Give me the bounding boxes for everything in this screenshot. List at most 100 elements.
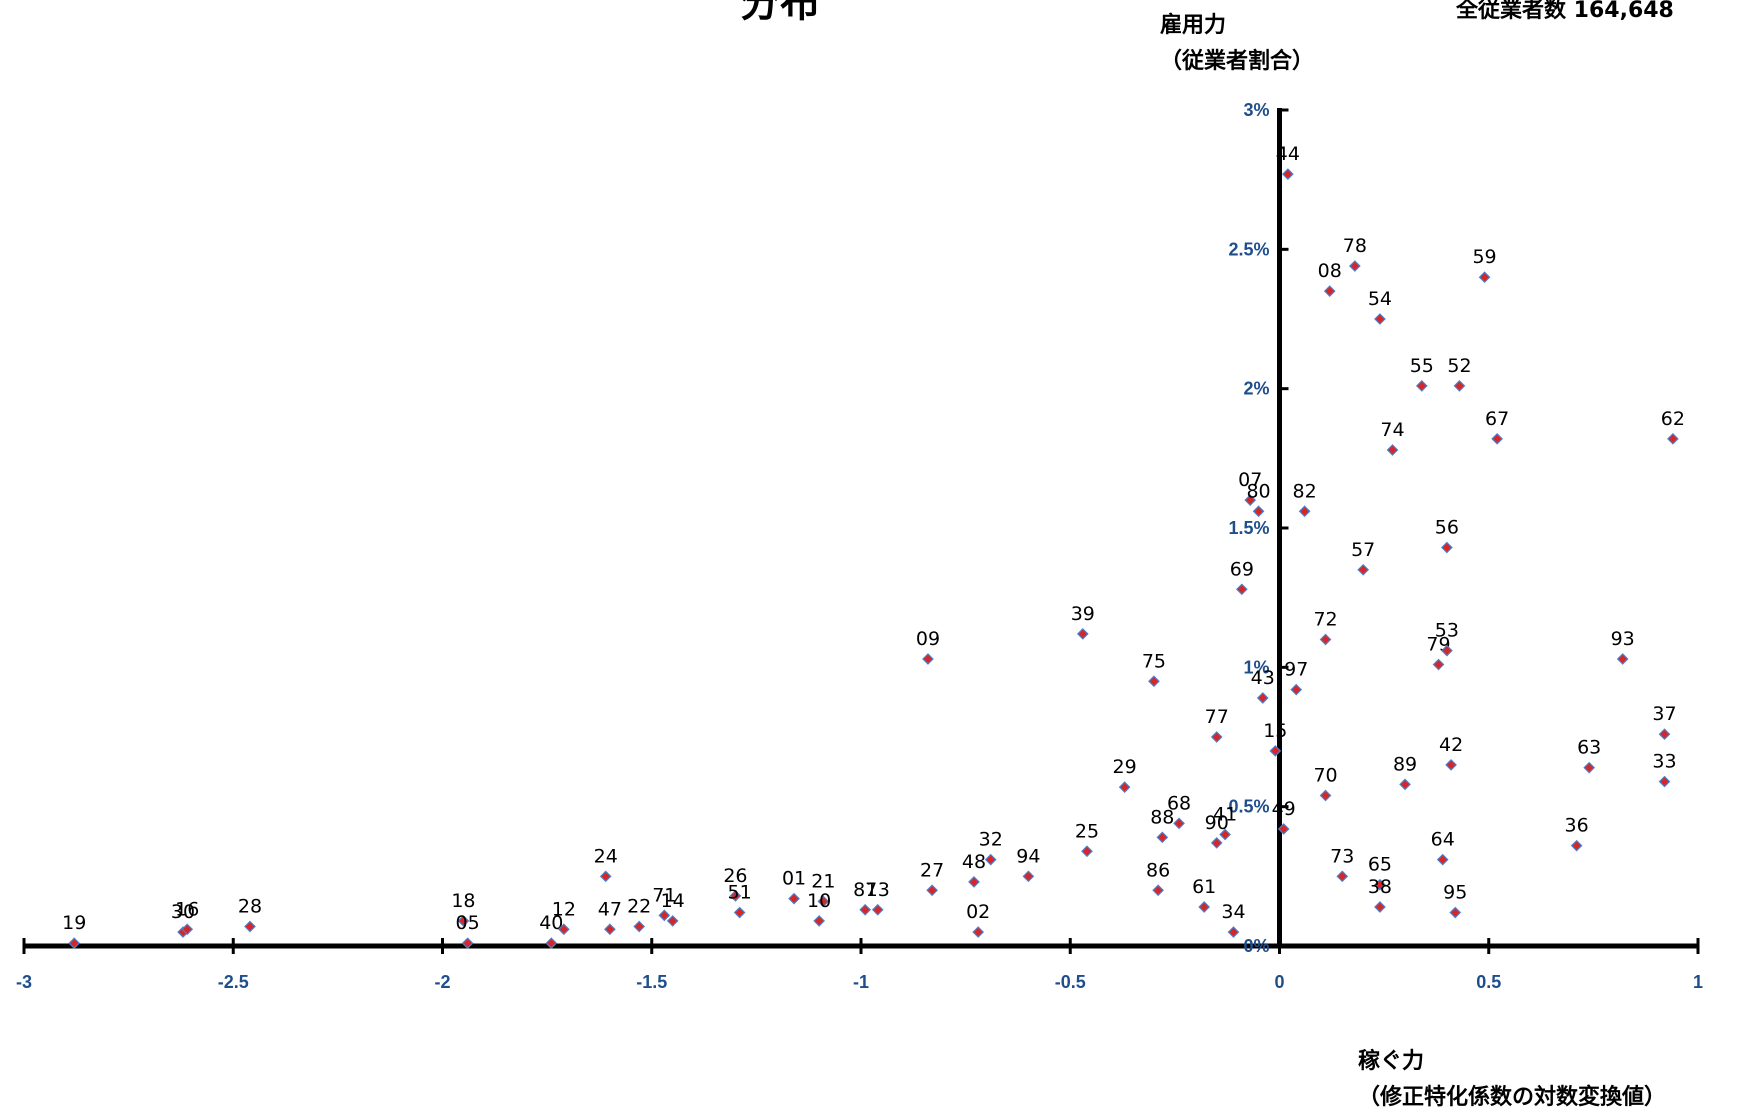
data-label-07: 07 bbox=[1238, 469, 1262, 491]
data-point-53 bbox=[1441, 644, 1453, 657]
data-point-70 bbox=[1319, 789, 1332, 802]
data-point-36 bbox=[1570, 839, 1583, 852]
data-point-44 bbox=[1282, 168, 1294, 180]
data-point-62 bbox=[1667, 432, 1679, 445]
data-label-30: 30 bbox=[171, 901, 195, 923]
data-label-64: 64 bbox=[1431, 829, 1455, 851]
data-point-74 bbox=[1386, 444, 1399, 456]
data-label-38: 38 bbox=[1368, 876, 1392, 898]
y-tick-label: 2.5% bbox=[1228, 239, 1269, 259]
data-point-05 bbox=[461, 937, 474, 950]
data-label-65: 65 bbox=[1368, 854, 1392, 876]
data-label-59: 59 bbox=[1472, 246, 1496, 268]
y-axis-label-line1: 雇用力 bbox=[1160, 13, 1227, 38]
data-point-07 bbox=[1244, 494, 1257, 506]
data-label-68: 68 bbox=[1167, 792, 1191, 814]
data-point-39 bbox=[1076, 628, 1089, 640]
data-label-56: 56 bbox=[1435, 517, 1459, 539]
data-point-72 bbox=[1319, 633, 1332, 646]
data-point-12 bbox=[558, 923, 570, 936]
data-point-71 bbox=[658, 909, 671, 922]
data-label-33: 33 bbox=[1652, 751, 1676, 773]
data-label-22: 22 bbox=[627, 895, 651, 917]
data-label-13: 13 bbox=[866, 879, 890, 901]
data-label-12: 12 bbox=[552, 898, 576, 920]
data-label-97: 97 bbox=[1284, 659, 1308, 681]
data-point-27 bbox=[926, 884, 938, 897]
data-label-82: 82 bbox=[1293, 480, 1317, 502]
data-point-22 bbox=[633, 920, 646, 933]
data-label-86: 86 bbox=[1146, 859, 1170, 881]
data-label-70: 70 bbox=[1313, 765, 1337, 787]
x-axis-label-line2: （修正特化係数の対数変換値） bbox=[1358, 1085, 1667, 1110]
data-label-25: 25 bbox=[1075, 820, 1099, 842]
data-point-67 bbox=[1491, 432, 1503, 445]
data-point-68 bbox=[1173, 817, 1185, 830]
data-point-16 bbox=[181, 923, 194, 936]
data-label-43: 43 bbox=[1251, 667, 1275, 689]
data-point-52 bbox=[1453, 380, 1466, 392]
data-label-21: 21 bbox=[811, 870, 835, 892]
y-tick-label: 3% bbox=[1243, 100, 1269, 120]
data-label-16: 16 bbox=[175, 898, 199, 920]
data-point-48 bbox=[968, 876, 980, 888]
data-point-37 bbox=[1658, 728, 1671, 741]
data-label-54: 54 bbox=[1368, 288, 1392, 310]
data-label-71: 71 bbox=[652, 884, 676, 906]
data-point-09 bbox=[922, 653, 934, 665]
data-point-78 bbox=[1348, 260, 1361, 272]
data-label-89: 89 bbox=[1393, 753, 1417, 775]
x-tick-label: -0.5 bbox=[1055, 972, 1086, 992]
data-label-52: 52 bbox=[1447, 355, 1471, 377]
x-axis-label-line1: 稼ぐ力 bbox=[1358, 1049, 1425, 1074]
data-point-41 bbox=[1219, 828, 1231, 841]
data-label-94: 94 bbox=[1016, 845, 1040, 867]
data-label-62: 62 bbox=[1661, 408, 1685, 430]
x-tick-label: -1.5 bbox=[636, 972, 667, 992]
data-point-40 bbox=[545, 937, 558, 950]
data-label-93: 93 bbox=[1611, 628, 1635, 650]
data-label-24: 24 bbox=[594, 845, 618, 867]
data-point-24 bbox=[599, 870, 612, 883]
data-label-01: 01 bbox=[782, 868, 806, 890]
data-label-41: 41 bbox=[1213, 804, 1237, 826]
data-point-75 bbox=[1148, 675, 1160, 688]
data-point-55 bbox=[1415, 380, 1428, 392]
data-point-32 bbox=[984, 853, 997, 866]
data-label-42: 42 bbox=[1439, 734, 1463, 756]
data-label-57: 57 bbox=[1351, 539, 1375, 561]
y-tick-label: 1% bbox=[1243, 657, 1269, 677]
data-point-65 bbox=[1374, 878, 1386, 891]
data-point-90 bbox=[1210, 837, 1223, 849]
data-point-15 bbox=[1269, 745, 1282, 757]
y-tick-label: 1.5% bbox=[1228, 518, 1269, 538]
data-label-51: 51 bbox=[728, 882, 752, 904]
data-label-69: 69 bbox=[1230, 558, 1254, 580]
data-point-97 bbox=[1290, 683, 1303, 696]
data-point-87 bbox=[859, 903, 872, 916]
data-label-48: 48 bbox=[962, 851, 986, 873]
x-tick-label: -2.5 bbox=[218, 972, 249, 992]
data-point-73 bbox=[1336, 870, 1349, 883]
data-point-14 bbox=[666, 915, 679, 927]
data-label-73: 73 bbox=[1330, 845, 1354, 867]
data-label-53: 53 bbox=[1435, 620, 1459, 642]
x-tick-label: -3 bbox=[16, 972, 32, 992]
data-point-77 bbox=[1210, 731, 1223, 743]
x-tick-label: -1 bbox=[853, 972, 869, 992]
data-point-38 bbox=[1374, 901, 1386, 913]
data-point-43 bbox=[1256, 692, 1269, 704]
x-tick-label: 1 bbox=[1693, 972, 1703, 992]
data-point-69 bbox=[1235, 583, 1248, 596]
data-label-87: 87 bbox=[853, 879, 877, 901]
data-point-29 bbox=[1118, 781, 1131, 794]
data-point-10 bbox=[813, 915, 825, 927]
y-tick-label: 2% bbox=[1243, 379, 1269, 399]
data-point-18 bbox=[457, 915, 470, 927]
data-label-67: 67 bbox=[1485, 408, 1509, 430]
data-label-80: 80 bbox=[1246, 480, 1270, 502]
data-label-78: 78 bbox=[1343, 235, 1367, 257]
chart-title: 分布 bbox=[740, 0, 820, 26]
data-point-25 bbox=[1081, 845, 1093, 858]
